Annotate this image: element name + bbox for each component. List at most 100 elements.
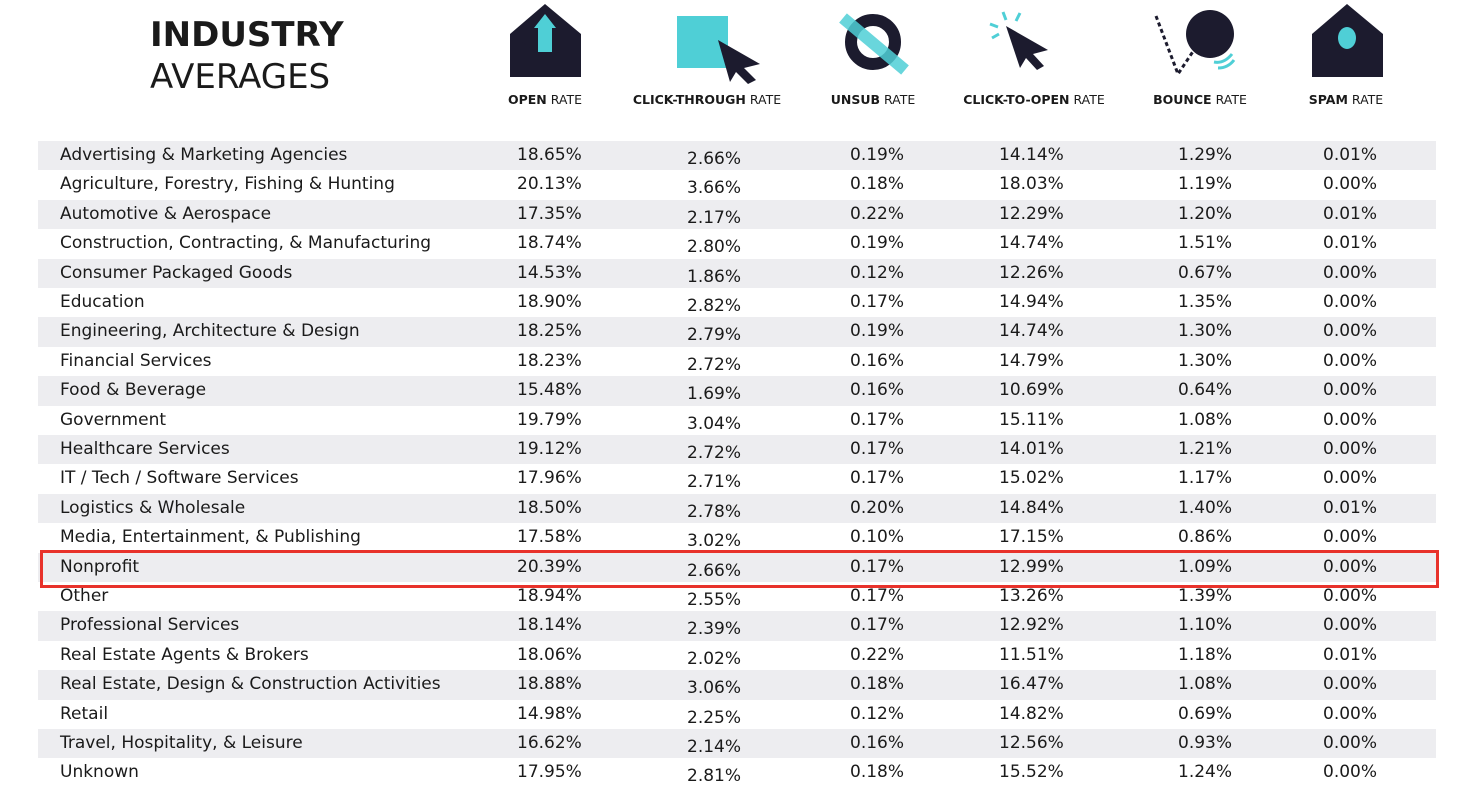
industry-name: Logistics & Wholesale (60, 497, 246, 518)
table-row: Unknown 17.95% 2.81% 0.18% 15.52% 1.24% 0.00% (38, 758, 1436, 787)
table-row: Retail 14.98% 2.25% 0.12% 14.82% 0.69% 0.00% (38, 700, 1436, 729)
industry-name: Education (60, 292, 145, 312)
industry-name: Government (60, 409, 167, 430)
rate-cell: 0.00% (1323, 674, 1378, 695)
rate-cell: 1.30% (1178, 350, 1233, 371)
column-header-light: RATE (1073, 92, 1105, 107)
rate-cell: 1.17% (1178, 468, 1233, 489)
rate-cell: 0.12% (850, 703, 905, 724)
rate-cell: 0.20% (850, 497, 905, 518)
rate-cell: 17.35% (517, 203, 582, 224)
column-header-bold: CLICK-THROUGH (632, 92, 746, 107)
rate-cell: 18.23% (517, 350, 582, 371)
rate-cell: 0.18% (850, 674, 905, 695)
bounce-icon (1154, 10, 1236, 78)
rate-cell: 2.02% (687, 648, 742, 669)
rate-cell: 15.48% (517, 380, 582, 401)
rate-cell: 2.80% (687, 237, 742, 258)
rate-cell: 14.94% (999, 292, 1064, 312)
rate-cell: 2.81% (687, 766, 742, 787)
rate-cell: 14.98% (517, 703, 582, 724)
rate-cell: 0.00% (1323, 350, 1378, 371)
rate-cell: 0.17% (850, 409, 905, 430)
table-row: Healthcare Services 19.12% 2.72% 0.17% 14.01… (38, 435, 1436, 465)
rate-cell: 18.50% (517, 497, 582, 518)
industry-name: Travel, Hospitality, & Leisure (60, 733, 303, 753)
column-header-light: RATE (1351, 92, 1384, 107)
rate-cell: 18.94% (517, 586, 582, 606)
rate-cell: 0.69% (1178, 703, 1233, 724)
rate-cell: 3.04% (687, 413, 742, 434)
rate-cell: 0.01% (1323, 497, 1378, 518)
table-row: Advertising & Marketing Agencies 18.65% 2.… (38, 141, 1436, 171)
rate-cell: 19.79% (517, 409, 582, 430)
rate-cell: 1.30% (1178, 321, 1233, 342)
rate-cell: 1.29% (1178, 145, 1233, 165)
rate-cell: 14.01% (999, 439, 1064, 459)
rate-cell: 0.01% (1323, 644, 1378, 665)
table-row: Professional Services 18.14% 2.39% 0.17% 12.… (38, 611, 1436, 641)
title-bold: INDUSTRY (150, 15, 344, 55)
rate-cell: 2.14% (687, 737, 742, 757)
rate-cell: 0.01% (1323, 203, 1378, 224)
rate-cell: 0.17% (850, 615, 905, 636)
rate-cell: 14.84% (999, 497, 1064, 518)
rate-cell: 0.17% (850, 468, 905, 489)
rate-cell: 0.64% (1178, 380, 1233, 401)
rate-cell: 0.18% (850, 174, 905, 195)
rate-cell: 15.11% (999, 409, 1064, 430)
rate-cell: 19.12% (517, 439, 582, 459)
rate-cell: 1.08% (1178, 409, 1233, 430)
rate-cell: 0.00% (1323, 262, 1378, 283)
rate-cell: 0.22% (850, 203, 905, 224)
industry-name: Retail (60, 703, 109, 724)
rate-cell: 16.62% (517, 733, 582, 753)
rate-cell: 0.17% (850, 292, 905, 312)
rate-cell: 0.00% (1323, 527, 1378, 548)
rate-cell: 14.14% (999, 145, 1064, 165)
rate-cell: 18.06% (517, 644, 582, 665)
rate-cell: 0.00% (1323, 380, 1378, 401)
highlight-box (40, 550, 1439, 588)
rate-cell: 0.17% (850, 556, 905, 577)
rate-cell: 0.93% (1178, 733, 1233, 753)
rate-cell: 18.25% (517, 321, 582, 342)
table-row: Government 19.79% 3.04% 0.17% 15.11% 1.08% 0.0… (38, 406, 1436, 435)
rate-cell: 1.40% (1178, 497, 1233, 518)
industry-name: Nonprofit (60, 556, 140, 577)
rate-cell: 15.52% (999, 762, 1064, 783)
column-header: SPAM RATE (1309, 92, 1383, 107)
industry-name: Financial Services (60, 350, 212, 371)
rate-cell: 0.00% (1323, 321, 1378, 342)
rate-cell: 12.99% (999, 556, 1064, 577)
rate-cell: 13.26% (999, 586, 1064, 606)
table-row: Real Estate Agents & Brokers 18.06% 2.02% 0… (38, 641, 1436, 670)
rate-cell: 0.16% (850, 380, 905, 401)
rate-cell: 15.02% (999, 468, 1064, 489)
column-header-light: RATE (1215, 92, 1247, 107)
rate-cell: 18.74% (517, 233, 582, 254)
rate-cell: 1.24% (1178, 762, 1233, 783)
rate-cell: 2.78% (687, 501, 742, 522)
rate-cell: 1.20% (1178, 203, 1233, 224)
rate-cell: 0.01% (1323, 233, 1378, 254)
rate-cell: 12.29% (999, 203, 1064, 224)
rate-cell: 18.03% (999, 174, 1064, 195)
rate-cell: 0.17% (850, 586, 905, 606)
column-header-bold: CLICK-TO-OPEN (963, 92, 1070, 107)
rate-cell: 18.88% (517, 674, 582, 695)
click-to-open-icon (989, 11, 1048, 70)
rate-cell: 20.39% (517, 556, 582, 577)
rate-cell: 0.19% (850, 321, 905, 342)
rate-cell: 1.35% (1178, 292, 1233, 312)
rate-cell: 0.00% (1323, 174, 1378, 195)
rate-cell: 0.18% (850, 762, 905, 783)
table-row: Financial Services 18.23% 2.72% 0.16% 14.79%… (38, 347, 1436, 376)
rate-cell: 14.74% (999, 233, 1064, 254)
rate-cell: 17.95% (517, 762, 582, 783)
rate-cell: 1.86% (687, 266, 742, 287)
industry-name: Real Estate, Design & Construction Activ… (60, 674, 441, 695)
industry-name: Other (60, 586, 109, 606)
rate-cell: 12.26% (999, 262, 1064, 283)
